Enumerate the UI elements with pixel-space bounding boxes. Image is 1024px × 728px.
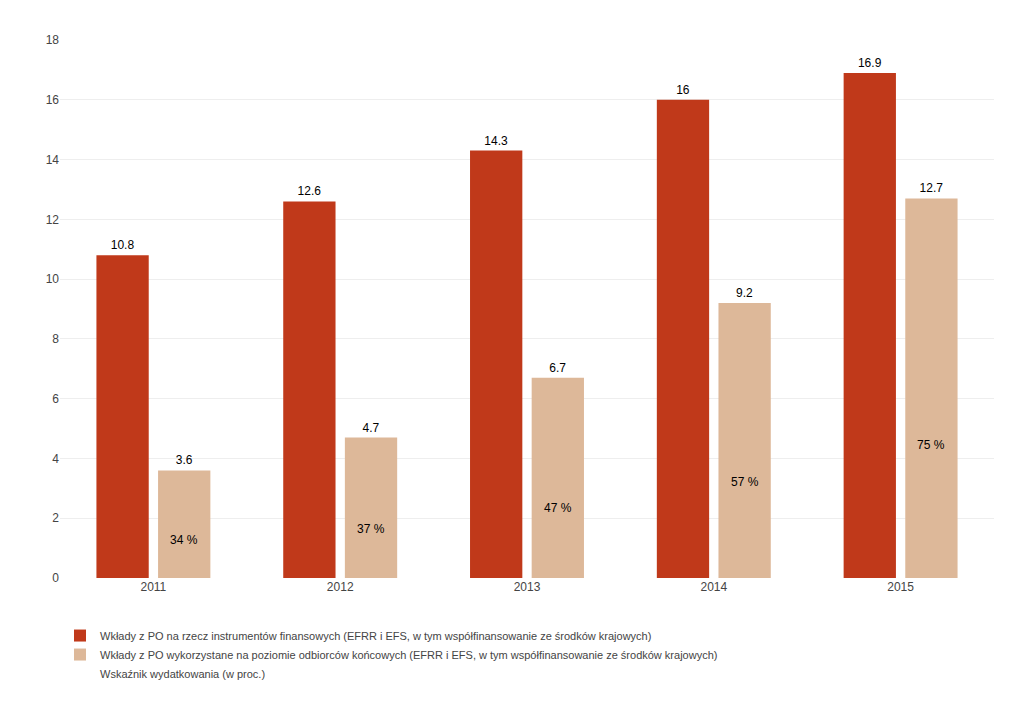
- svg-text:2: 2: [52, 511, 59, 525]
- svg-text:18: 18: [46, 33, 60, 47]
- svg-text:Wkłady z PO wykorzystane na po: Wkłady z PO wykorzystane na poziomie odb…: [100, 649, 717, 661]
- svg-text:Wkłady z PO na rzecz instrumen: Wkłady z PO na rzecz instrumentów finans…: [100, 630, 651, 642]
- svg-text:16: 16: [676, 83, 690, 97]
- svg-text:12.7: 12.7: [920, 181, 944, 195]
- svg-text:2011: 2011: [140, 580, 166, 594]
- svg-text:Wskaźnik wydatkowania (w proc.: Wskaźnik wydatkowania (w proc.): [100, 668, 265, 680]
- svg-text:12: 12: [46, 213, 60, 227]
- svg-text:47 %: 47 %: [544, 501, 572, 515]
- svg-text:4: 4: [52, 452, 59, 466]
- svg-text:57 %: 57 %: [731, 475, 759, 489]
- svg-text:16: 16: [46, 93, 60, 107]
- svg-text:2012: 2012: [327, 580, 354, 594]
- svg-text:8: 8: [52, 332, 59, 346]
- svg-text:14.3: 14.3: [484, 134, 508, 148]
- svg-text:34 %: 34 %: [170, 533, 198, 547]
- svg-text:10: 10: [46, 272, 60, 286]
- svg-text:16.9: 16.9: [858, 56, 882, 70]
- svg-text:3.6: 3.6: [176, 453, 193, 467]
- svg-text:2015: 2015: [887, 580, 914, 594]
- svg-text:37 %: 37 %: [357, 522, 385, 536]
- svg-text:4.7: 4.7: [363, 421, 380, 435]
- svg-text:2013: 2013: [514, 580, 541, 594]
- svg-text:0: 0: [52, 571, 59, 585]
- svg-text:75 %: 75 %: [917, 438, 945, 452]
- svg-text:2014: 2014: [700, 580, 727, 594]
- svg-text:6: 6: [52, 392, 59, 406]
- svg-text:10.8: 10.8: [111, 238, 135, 252]
- svg-text:14: 14: [46, 153, 60, 167]
- svg-text:9.2: 9.2: [736, 286, 753, 300]
- svg-text:6.7: 6.7: [549, 361, 566, 375]
- svg-text:12.6: 12.6: [298, 184, 322, 198]
